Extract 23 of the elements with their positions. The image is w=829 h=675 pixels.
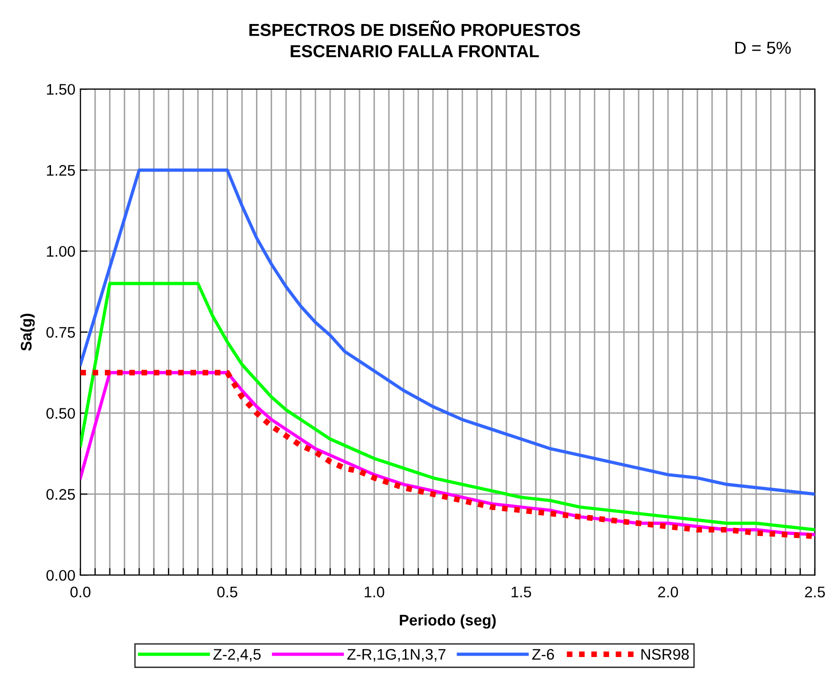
y-tick-label: 0.75 — [46, 326, 75, 338]
y-tick-label: 1.50 — [46, 84, 75, 95]
line-series — [80, 282, 815, 532]
y-tick-label: 0.50 — [46, 408, 75, 419]
x-tick-label: 2.0 — [658, 586, 678, 598]
y-tick-label: 0.00 — [46, 570, 75, 581]
legend-label: Z-6 — [532, 648, 554, 660]
x-axis-title: Periodo (seg) — [400, 614, 496, 629]
chart-title: ESPECTROS DE DISEÑO PROPUESTOS ESCENARIO FALLA FRONTAL — [249, 20, 580, 58]
x-tick-label: 0.0 — [70, 586, 90, 598]
y-tick-label: 1.00 — [46, 246, 75, 257]
legend-label: NSR98 — [641, 648, 689, 660]
x-tick-label: 0.5 — [217, 586, 238, 598]
legend-label: Z-2,4,5 — [213, 648, 261, 662]
legend-label: Z-R,1G,1N,3,7 — [347, 648, 446, 662]
y-tick-label: 1.25 — [46, 164, 75, 176]
x-tick-label: 1.0 — [364, 586, 384, 598]
x-tick-label: 2.5 — [805, 586, 825, 598]
y-axis-title: Sa(g) — [20, 314, 35, 351]
line-series — [80, 168, 815, 496]
text: D = 5% — [735, 42, 791, 54]
x-tick-label: 1.5 — [512, 586, 532, 598]
y-tick-label: 0.25 — [46, 488, 75, 500]
